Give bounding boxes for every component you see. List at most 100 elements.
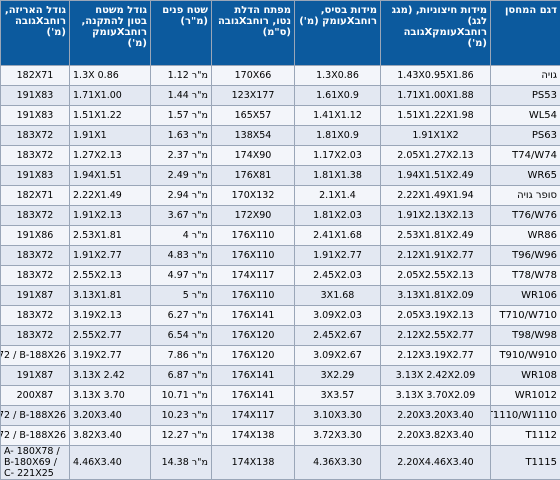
cell-door-opening: 123X177	[212, 86, 295, 106]
cell-door-opening: 174X90	[212, 146, 295, 166]
cell-model: T98/W98	[491, 326, 560, 346]
cell-package-size: A- 183X72 / B-188X26	[1, 426, 70, 446]
header-base-dimensions: מידות בסיס, רוחבXעומק (מ')	[295, 1, 381, 66]
cell-door-opening: 176X110	[212, 286, 295, 306]
cell-model: T1112	[491, 426, 560, 446]
cell-concrete-pad: 3.13X 3.70	[70, 386, 151, 406]
cell-base-dimensions: 3X1.68	[295, 286, 381, 306]
cell-base-dimensions: 3X3.57	[295, 386, 381, 406]
cell-package-size: 191X83	[1, 86, 70, 106]
cell-floor-area: מ"ר 6.87	[151, 366, 212, 386]
cell-door-opening: 176X120	[212, 326, 295, 346]
header-external-dimensions: מידות חיצוניות, (מגג לגג) רוחבXעומקXגובה…	[381, 1, 491, 66]
cell-door-opening: 170X132	[212, 186, 295, 206]
cell-external-dimensions: 3.13X 2.42X2.09	[381, 366, 491, 386]
cell-model: PS63	[491, 126, 560, 146]
cell-model: T76/W76	[491, 206, 560, 226]
cell-base-dimensions: 4.36X3.30	[295, 446, 381, 480]
cell-package-size: 183X72	[1, 126, 70, 146]
cell-door-opening: 176X141	[212, 366, 295, 386]
cell-package-size: 191X86	[1, 226, 70, 246]
cell-concrete-pad: 4.46X3.40	[70, 446, 151, 480]
cell-concrete-pad: 3.13X 2.42	[70, 366, 151, 386]
cell-concrete-pad: 3.13X1.81	[70, 286, 151, 306]
cell-floor-area: מ"ר 7.86	[151, 346, 212, 366]
cell-concrete-pad: 3.19X2.77	[70, 346, 151, 366]
cell-floor-area: מ"ר 2.49	[151, 166, 212, 186]
cell-concrete-pad: 1.51X1.22	[70, 106, 151, 126]
cell-package-size: A- 183X72 / B-188X26	[1, 406, 70, 426]
cell-concrete-pad: 2.55X2.13	[70, 266, 151, 286]
cell-floor-area: מ"ר 12.27	[151, 426, 212, 446]
cell-base-dimensions: 1.41X1.12	[295, 106, 381, 126]
cell-concrete-pad: 3.19X2.13	[70, 306, 151, 326]
cell-door-opening: 174X138	[212, 426, 295, 446]
cell-external-dimensions: 2.20X3.20X3.40	[381, 406, 491, 426]
cell-package-size: 183X72	[1, 246, 70, 266]
cell-concrete-pad: 1.91X2.13	[70, 206, 151, 226]
cell-external-dimensions: 1.91X1X2	[381, 126, 491, 146]
cell-external-dimensions: 1.43X0.95X1.86	[381, 66, 491, 86]
cell-concrete-pad: 1.94X1.51	[70, 166, 151, 186]
cell-external-dimensions: 1.71X1.00X1.88	[381, 86, 491, 106]
cell-door-opening: 176X141	[212, 306, 295, 326]
cell-base-dimensions: 1.81X1.38	[295, 166, 381, 186]
cell-model: WR1012	[491, 386, 560, 406]
cell-package-size: A- 180X78 / B-180X69 / C- 221X25	[1, 446, 70, 480]
cell-model: T96/W96	[491, 246, 560, 266]
cell-package-size: 182X71	[1, 186, 70, 206]
cell-concrete-pad: 2.55X2.77	[70, 326, 151, 346]
cell-floor-area: מ"ר 14.38	[151, 446, 212, 480]
cell-package-size: 182X71	[1, 66, 70, 86]
cell-model: T74/W74	[491, 146, 560, 166]
cell-door-opening: 138X54	[212, 126, 295, 146]
cell-base-dimensions: 3X2.29	[295, 366, 381, 386]
cell-concrete-pad: 3.82X3.40	[70, 426, 151, 446]
cell-base-dimensions: 1.3X0.86	[295, 66, 381, 86]
cell-base-dimensions: 3.72X3.30	[295, 426, 381, 446]
cell-package-size: 191X87	[1, 366, 70, 386]
table-header: דגם המחסן מידות חיצוניות, (מגג לגג) רוחב…	[1, 1, 560, 66]
cell-floor-area: מ"ר 6.54	[151, 326, 212, 346]
cell-model: גויה	[491, 66, 560, 86]
cell-door-opening: 176X81	[212, 166, 295, 186]
cell-floor-area: מ"ר 4	[151, 226, 212, 246]
cell-door-opening: 174X117	[212, 266, 295, 286]
cell-external-dimensions: 2.12X3.19X2.77	[381, 346, 491, 366]
cell-base-dimensions: 1.81X2.03	[295, 206, 381, 226]
cell-model: T910/W910	[491, 346, 560, 366]
cell-floor-area: מ"ר 2.94	[151, 186, 212, 206]
cell-external-dimensions: 1.91X2.13X2.13	[381, 206, 491, 226]
cell-external-dimensions: 2.05X3.19X2.13	[381, 306, 491, 326]
cell-external-dimensions: 2.22X1.49X1.94	[381, 186, 491, 206]
header-floor-area: שטח פנים (מ"ר)	[151, 1, 212, 66]
cell-base-dimensions: 2.45X2.67	[295, 326, 381, 346]
cell-floor-area: מ"ר 1.44	[151, 86, 212, 106]
cell-model: T1110/W1110	[491, 406, 560, 426]
cell-floor-area: מ"ר 4.83	[151, 246, 212, 266]
cell-external-dimensions: 2.12X1.91X2.77	[381, 246, 491, 266]
cell-base-dimensions: 1.17X2.03	[295, 146, 381, 166]
cell-model: סופר גויה	[491, 186, 560, 206]
cell-external-dimensions: 3.13X1.81X2.09	[381, 286, 491, 306]
cell-external-dimensions: 1.94X1.51X2.49	[381, 166, 491, 186]
cell-door-opening: 170X66	[212, 66, 295, 86]
cell-floor-area: מ"ר 1.12	[151, 66, 212, 86]
cell-package-size: 183X72	[1, 306, 70, 326]
cell-floor-area: מ"ר 10.23	[151, 406, 212, 426]
cell-door-opening: 176X120	[212, 346, 295, 366]
cell-base-dimensions: 3.09X2.03	[295, 306, 381, 326]
